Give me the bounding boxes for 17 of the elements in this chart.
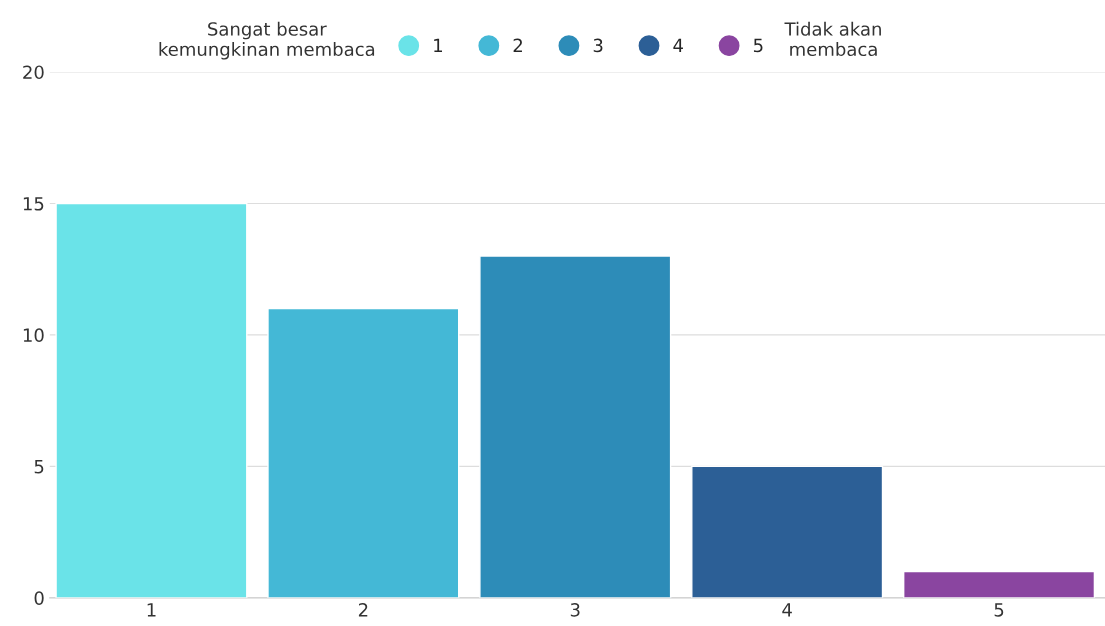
y-tick-label: 10 — [23, 328, 44, 343]
x-tick-label: 1 — [147, 603, 156, 617]
x-tick-label: 2 — [358, 603, 368, 617]
legend-label: 4 — [673, 38, 683, 52]
text: Sangat besar kemungkinan membaca — [159, 21, 375, 60]
legend-label: 1 — [434, 38, 443, 52]
x-tick-label: 3 — [570, 603, 580, 617]
x-tick-label: 5 — [994, 603, 1004, 617]
legend-label: 2 — [513, 38, 522, 52]
x-tick-label: 4 — [782, 603, 792, 617]
legend-label: 3 — [593, 38, 603, 53]
text: Tidak akan membaca — [784, 21, 881, 57]
y-tick-label: 5 — [34, 460, 44, 474]
y-tick-label: 0 — [34, 591, 44, 605]
y-tick-label: 20 — [23, 65, 44, 80]
y-tick-label: 15 — [23, 197, 44, 211]
legend-label: 5 — [753, 38, 763, 53]
